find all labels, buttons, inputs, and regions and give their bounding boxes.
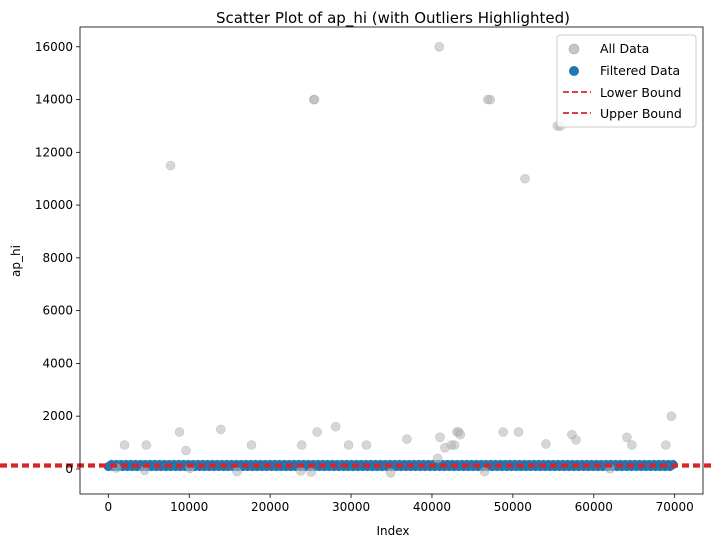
all-data-point bbox=[165, 160, 176, 171]
x-tick-label: 60000 bbox=[575, 500, 613, 514]
all-data-point bbox=[571, 435, 581, 445]
legend-frame bbox=[556, 34, 697, 128]
x-tick-label: 0 bbox=[104, 500, 112, 514]
all-data-point bbox=[296, 440, 307, 450]
all-data-point bbox=[432, 453, 443, 464]
all-data-point bbox=[479, 466, 490, 477]
x-tick-label: 70000 bbox=[656, 500, 694, 514]
all-data-point bbox=[485, 94, 496, 105]
all-data-point bbox=[622, 432, 632, 443]
x-tick-label: 20000 bbox=[251, 500, 289, 514]
all-data-point bbox=[435, 432, 445, 443]
bound-lines-layer bbox=[0, 463, 713, 468]
x-tick-label: 30000 bbox=[332, 500, 370, 514]
x-tick-label: 50000 bbox=[494, 500, 532, 514]
x-tick-label: 40000 bbox=[413, 500, 451, 514]
y-tick-label: 16000 bbox=[35, 40, 73, 54]
x-tick-label: 10000 bbox=[170, 500, 208, 514]
y-axis-title: ap_hi bbox=[9, 245, 23, 277]
all-data-point bbox=[246, 440, 257, 450]
all-data-point bbox=[306, 467, 317, 477]
all-data-point bbox=[541, 439, 551, 449]
legend: All Data Filtered Data Lower Bound Upper… bbox=[556, 34, 697, 128]
y-tick-label: 12000 bbox=[35, 145, 73, 159]
plot-frame bbox=[79, 26, 704, 495]
all-data-point bbox=[181, 445, 191, 456]
all-data-point bbox=[660, 440, 671, 450]
all-data-point bbox=[119, 440, 130, 450]
all-data-point bbox=[141, 440, 152, 450]
chart-title: Scatter Plot of ap_hi (with Outliers Hig… bbox=[216, 9, 570, 28]
plot-area bbox=[0, 41, 713, 478]
legend-marker-all-data bbox=[568, 43, 580, 55]
all-data-point bbox=[309, 94, 320, 105]
all-data-point bbox=[520, 173, 530, 184]
x-axis-title: Index bbox=[376, 524, 409, 538]
legend-label-lower-bound: Lower Bound bbox=[600, 85, 681, 100]
all-data-point bbox=[330, 421, 341, 432]
y-tick-label: 8000 bbox=[42, 251, 73, 265]
all-data-point bbox=[666, 411, 677, 422]
all-data-point bbox=[232, 466, 242, 477]
all-data-point bbox=[434, 41, 445, 52]
all-data-point bbox=[513, 427, 524, 437]
legend-label-upper-bound: Upper Bound bbox=[600, 106, 682, 121]
all-data-point bbox=[498, 427, 509, 437]
x-axis: 0 10000 20000 30000 40000 50000 60000 70000 bbox=[104, 494, 694, 514]
y-tick-label: 2000 bbox=[42, 409, 73, 423]
y-axis: 0 2000 4000 6000 8000 10000 12000 14000 16000 bbox=[35, 40, 80, 476]
all-data-point bbox=[455, 429, 466, 440]
all-data-point bbox=[626, 440, 637, 450]
legend-label-all-data: All Data bbox=[600, 41, 649, 56]
y-tick-label: 0 bbox=[65, 462, 73, 476]
y-tick-label: 6000 bbox=[42, 304, 73, 318]
y-tick-label: 4000 bbox=[42, 356, 73, 370]
all-data-point bbox=[449, 440, 460, 450]
y-tick-label: 14000 bbox=[35, 93, 73, 107]
legend-marker-filtered-data bbox=[569, 66, 579, 76]
all-data-point bbox=[385, 468, 396, 478]
all-data-point bbox=[312, 427, 322, 437]
all-data-point bbox=[296, 466, 306, 476]
all-data-point bbox=[174, 427, 185, 437]
y-tick-label: 10000 bbox=[35, 198, 73, 212]
all-data-point bbox=[361, 440, 372, 450]
legend-label-filtered-data: Filtered Data bbox=[600, 63, 680, 78]
all-data-point bbox=[343, 440, 354, 450]
all-data-point bbox=[216, 424, 226, 435]
all-data-point bbox=[402, 434, 412, 444]
